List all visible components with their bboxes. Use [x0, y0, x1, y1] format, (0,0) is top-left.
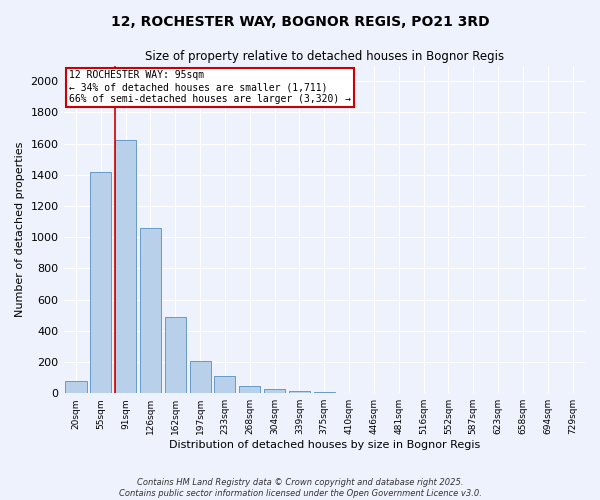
Bar	[165, 317, 186, 393]
Bar	[314, 392, 335, 393]
Text: 12, ROCHESTER WAY, BOGNOR REGIS, PO21 3RD: 12, ROCHESTER WAY, BOGNOR REGIS, PO21 3R…	[110, 15, 490, 29]
X-axis label: Distribution of detached houses by size in Bognor Regis: Distribution of detached houses by size …	[169, 440, 480, 450]
Title: Size of property relative to detached houses in Bognor Regis: Size of property relative to detached ho…	[145, 50, 504, 63]
Bar	[264, 390, 285, 393]
Text: Contains HM Land Registry data © Crown copyright and database right 2025.
Contai: Contains HM Land Registry data © Crown c…	[119, 478, 481, 498]
Bar	[289, 392, 310, 393]
Bar	[115, 140, 136, 393]
Bar	[190, 361, 211, 393]
Text: 12 ROCHESTER WAY: 95sqm
← 34% of detached houses are smaller (1,711)
66% of semi: 12 ROCHESTER WAY: 95sqm ← 34% of detache…	[69, 70, 351, 104]
Bar	[140, 228, 161, 393]
Y-axis label: Number of detached properties: Number of detached properties	[15, 142, 25, 317]
Bar	[214, 376, 235, 393]
Bar	[239, 386, 260, 393]
Bar	[65, 380, 86, 393]
Bar	[90, 172, 112, 393]
